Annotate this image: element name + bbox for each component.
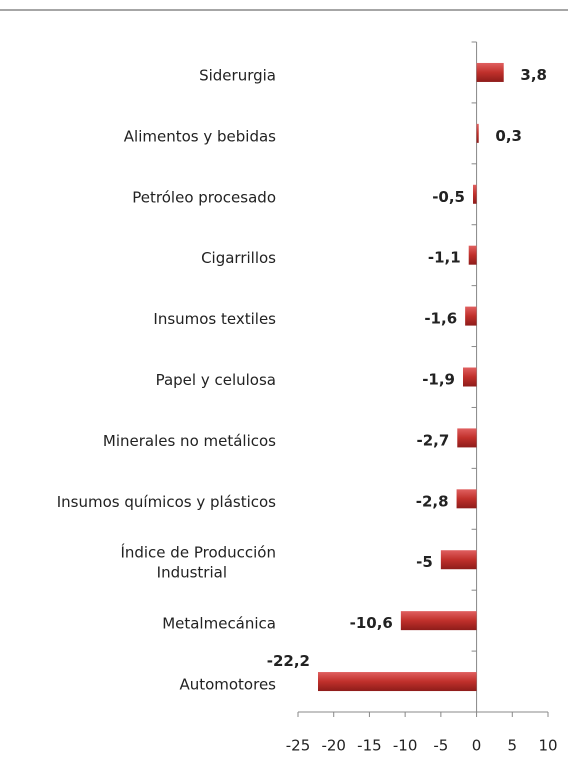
x-tick-label: -20 [321, 737, 346, 755]
bar [400, 611, 477, 631]
value-label: -5 [416, 553, 433, 571]
category-label: Minerales no metálicos [103, 431, 276, 449]
category-label: Alimentos y bebidas [124, 127, 276, 145]
category-line: Cigarrillos [201, 249, 276, 267]
bar [468, 245, 477, 265]
category-line: Metalmecánica [162, 614, 276, 632]
bar [465, 306, 477, 326]
category-label: Metalmecánica [162, 614, 276, 632]
value-label: -22,2 [267, 652, 310, 670]
category-line: Insumos textiles [153, 310, 276, 328]
category-line: Alimentos y bebidas [124, 127, 276, 145]
bar [456, 489, 477, 509]
category-line: Petróleo procesado [132, 188, 276, 206]
value-label: -0,5 [432, 188, 465, 206]
bar [473, 184, 477, 204]
category-label: Petróleo procesado [132, 188, 276, 206]
value-label: -2,8 [416, 492, 449, 510]
category-label: Automotores [179, 675, 276, 693]
x-tick-label: 5 [508, 737, 518, 755]
category-line: Insumos químicos y plásticos [57, 492, 276, 510]
category-label: Papel y celulosa [156, 371, 276, 389]
value-label: 3,8 [520, 66, 547, 84]
category-label: Insumos químicos y plásticos [57, 492, 276, 510]
category-line: Papel y celulosa [156, 371, 276, 389]
bar [463, 367, 477, 387]
x-tick-label: 10 [538, 737, 557, 755]
value-label: 0,3 [495, 127, 522, 145]
value-label: -2,7 [416, 431, 449, 449]
category-line: Índice de Producción [120, 542, 276, 561]
x-tick-label: 0 [472, 737, 482, 755]
category-line: Minerales no metálicos [103, 431, 276, 449]
category-label: Insumos textiles [153, 310, 276, 328]
x-tick-label: -5 [433, 737, 448, 755]
category-label: Siderurgia [199, 66, 276, 84]
category-line: Industrial [157, 563, 227, 581]
category-label: Cigarrillos [201, 249, 276, 267]
bar [440, 550, 477, 570]
bar [476, 123, 479, 143]
bar [457, 428, 477, 448]
x-tick-label: -10 [393, 737, 418, 755]
x-tick-label: -25 [286, 737, 311, 755]
category-label: Índice de Producción Industrial [120, 542, 276, 581]
value-label: -1,1 [428, 249, 461, 267]
x-tick-label: -15 [357, 737, 382, 755]
value-label: -1,6 [424, 310, 457, 328]
value-label: -1,9 [422, 371, 455, 389]
bar [476, 62, 504, 82]
bar [318, 672, 477, 692]
value-label: -10,6 [350, 614, 393, 632]
category-line: Automotores [179, 675, 276, 693]
category-line: Siderurgia [199, 66, 276, 84]
